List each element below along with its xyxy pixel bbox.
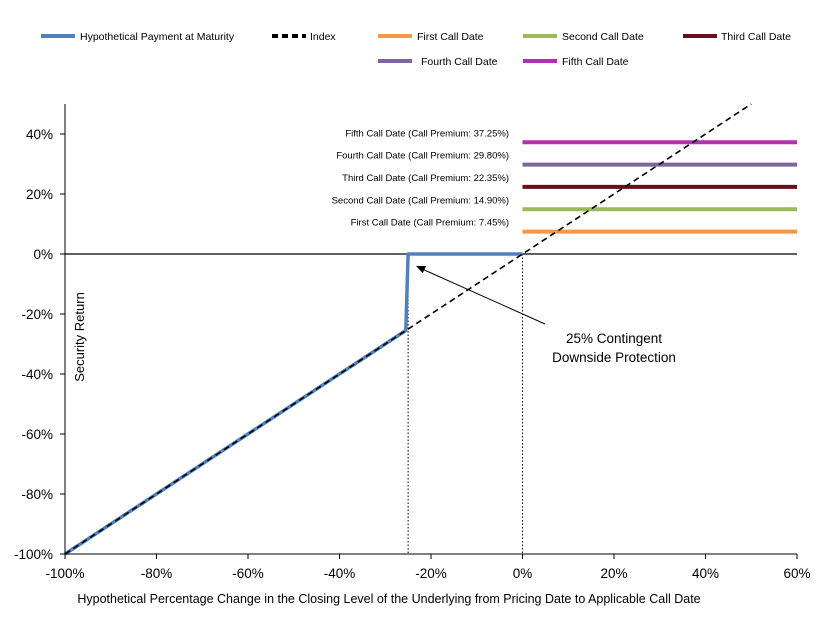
y-tick-label: -60% [21,427,53,442]
reference-lines [65,253,797,554]
y-tick-label: 0% [33,247,53,262]
x-axis-label: Hypothetical Percentage Change in the Cl… [77,592,700,606]
legend-label: Index [310,31,336,43]
x-tick-label: -100% [45,566,84,581]
legend-item: Second Call Date [523,31,644,43]
x-tick-label: -40% [324,566,356,581]
y-tick-label: -20% [21,307,53,322]
series-line-index [64,103,752,555]
y-tick-label: -80% [21,487,53,502]
legend-label: Fifth Call Date [562,56,629,68]
x-tick-label: 20% [600,566,627,581]
legend-item: Fourth Call Date [378,56,498,68]
legend-item: First Call Date [378,31,484,43]
annotation-arrow-line [421,268,546,325]
call-premium-label: Second Call Date (Call Premium: 14.90%) [332,195,509,206]
call-premium-label: First Call Date (Call Premium: 7.45%) [351,218,509,229]
annotation-arrowhead [416,266,426,274]
x-tick-label: -80% [141,566,173,581]
legend-label: First Call Date [417,31,484,43]
legend-item: Index [272,31,336,43]
call-premium-label: Third Call Date (Call Premium: 22.35%) [342,173,509,184]
annotation-text: Downside Protection [552,350,676,365]
call-premium-label: Fifth Call Date (Call Premium: 37.25%) [345,128,509,139]
legend-item: Fifth Call Date [523,56,629,68]
axes: -100% -80% -60% -40% -20% 0% 20% 40% -100% -80% -6… [14,104,811,581]
call-labels: First Call Date (Call Premium: 7.45%) Sec… [332,128,509,228]
y-tick-label: 20% [26,187,53,202]
legend: Hypothetical Payment at Maturity Index Fir… [41,31,791,68]
plot-area: First Call Date (Call Premium: 7.45%) Sec… [14,103,811,581]
legend-label: Fourth Call Date [421,56,498,68]
call-premium-label: Fourth Call Date (Call Premium: 29.80%) [336,151,509,162]
series-group [64,103,797,556]
x-tick-label: 60% [783,566,810,581]
y-tick-label: -40% [21,367,53,382]
x-tick-label: -60% [232,566,264,581]
legend-label: Second Call Date [562,31,644,43]
y-axis-label: Security Return [72,292,87,382]
x-tick-label: -20% [415,566,447,581]
y-tick-label: 40% [26,127,53,142]
legend-label: Hypothetical Payment at Maturity [80,31,235,43]
annotation-text: 25% Contingent [566,331,662,346]
x-tick-label: 0% [513,566,533,581]
legend-item: Third Call Date [683,31,791,43]
annotation: 25% Contingent Downside Protection [416,266,676,365]
legend-item: Hypothetical Payment at Maturity [41,31,235,43]
legend-label: Third Call Date [721,31,791,43]
y-tick-label: -100% [14,547,53,562]
x-tick-label: 40% [692,566,719,581]
